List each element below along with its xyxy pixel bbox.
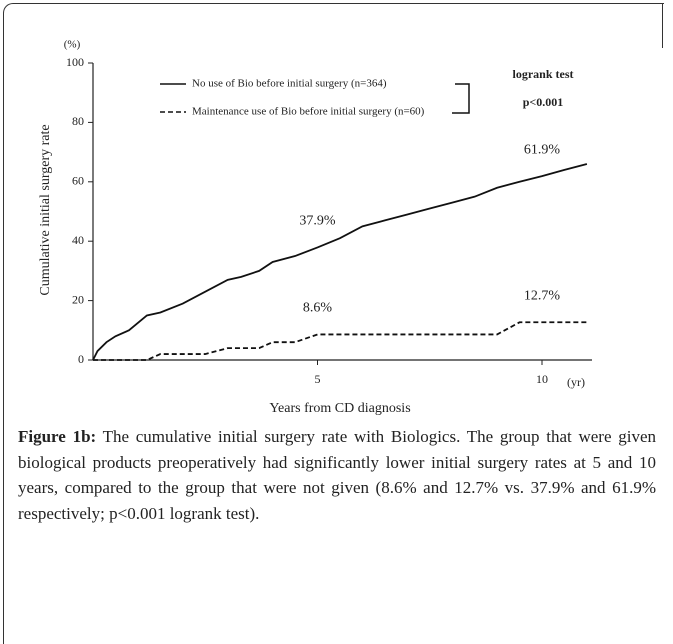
chart: (%) (yr) Cumulative initial surgery rate… [38,39,592,416]
y-tick-label: 20 [72,292,84,306]
value-label: 12.7% [524,288,561,303]
y-tick-label: 100 [66,55,84,69]
series-line [93,321,587,361]
x-tick-label: 10 [536,372,548,386]
page: (%) (yr) Cumulative initial surgery rate… [3,3,664,644]
legend-bracket [452,83,470,114]
legend-label: Maintenance use of Bio before initial su… [192,106,425,118]
y-tick-label: 0 [78,352,84,366]
x-unit: (yr) [567,375,585,389]
y-tick-label: 60 [72,174,84,188]
x-tick-label: 5 [315,372,321,386]
y-axis-label: Cumulative initial surgery rate [38,124,53,295]
y-tick-label: 40 [72,233,84,247]
x-axis-label: Years from CD diagnosis [269,401,410,416]
series-line [92,163,588,361]
test-label: logrank test [513,67,574,81]
legend-label: No use of Bio before initial surgery (n=… [192,78,387,90]
figure-frame [3,3,664,644]
value-label: 8.6% [303,301,333,316]
caption-label: Figure 1b: [18,427,97,446]
caption-text: The cumulative initial surgery rate with… [18,427,656,523]
y-tick-label: 80 [72,114,84,128]
figure-frame-edge [662,3,663,48]
caption: Figure 1b: The cumulative initial surger… [18,424,656,526]
y-unit: (%) [64,39,81,51]
value-label: 37.9% [299,214,336,229]
p-value: p<0.001 [523,95,564,109]
value-label: 61.9% [524,142,561,157]
